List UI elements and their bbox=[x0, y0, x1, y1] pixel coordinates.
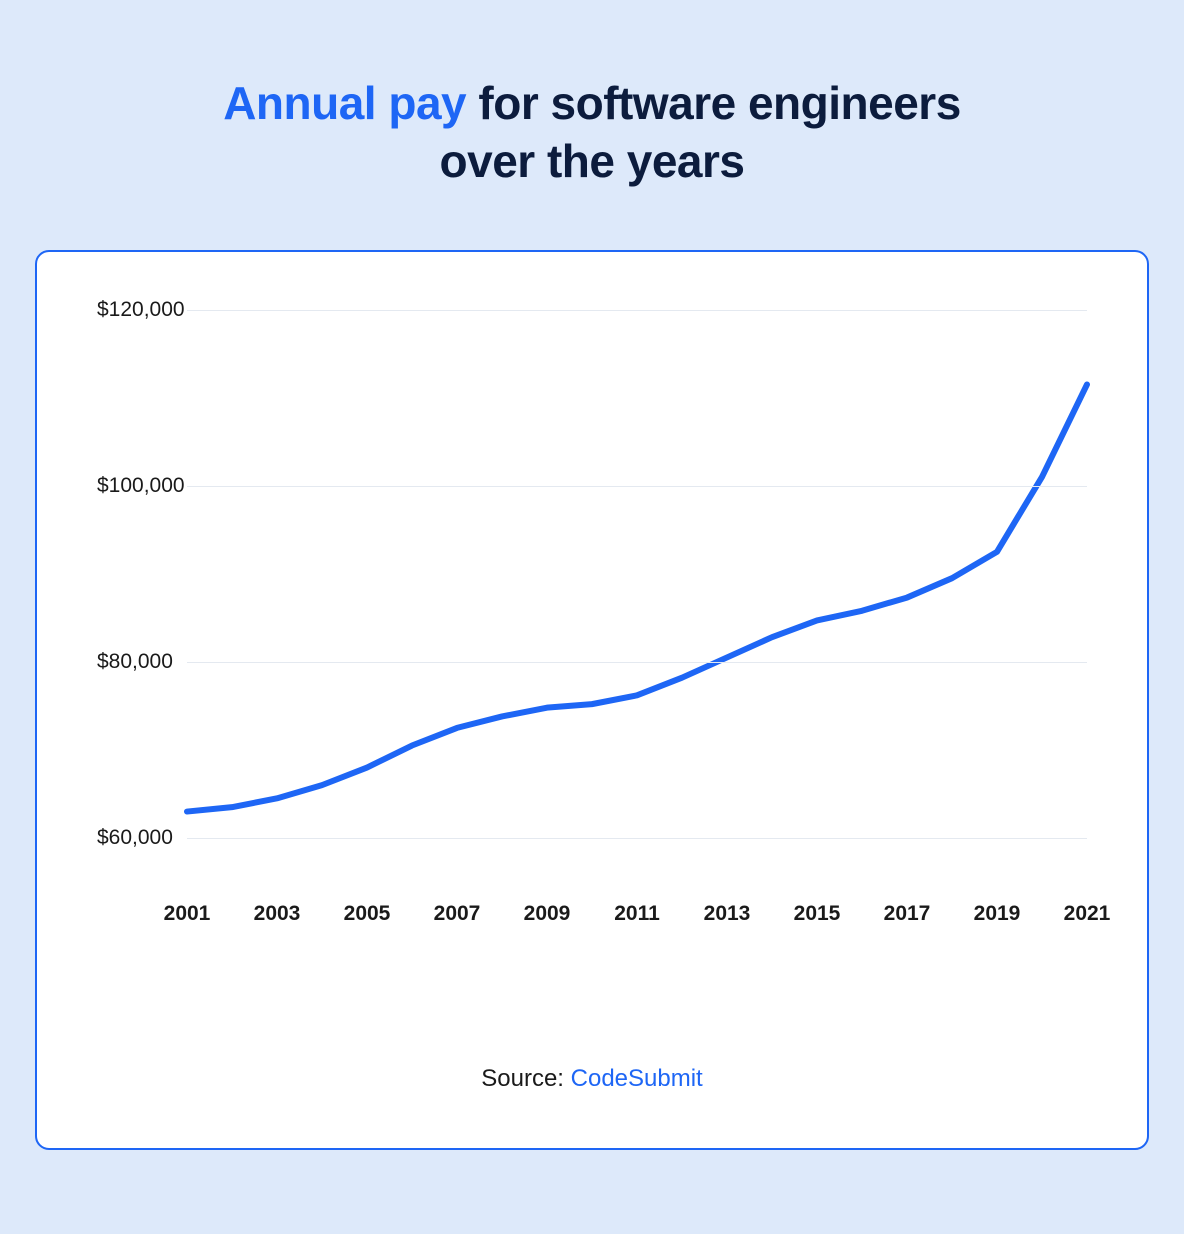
x-axis-label: 2013 bbox=[704, 902, 751, 926]
chart-source: Source: CodeSubmit bbox=[37, 1065, 1147, 1093]
chart-card: 2001 2003 2005 2007 2009 2011 2013 2015 2017 2019… bbox=[35, 250, 1149, 1150]
source-link[interactable]: CodeSubmit bbox=[571, 1065, 703, 1092]
source-prefix: Source: bbox=[481, 1065, 570, 1092]
gridline bbox=[187, 486, 1087, 487]
x-axis-label: 2007 bbox=[434, 902, 481, 926]
x-axis-labels: 2001200320052007200920112013201520172019… bbox=[187, 892, 1087, 932]
chart-area: 2001 2003 2005 2007 2009 2011 2013 2015 2017 2019… bbox=[87, 292, 1097, 932]
chart-plot bbox=[187, 292, 1087, 882]
chart-title-accent: Annual pay bbox=[223, 77, 466, 129]
gridline bbox=[187, 310, 1087, 311]
chart-title-rest1: for software engineers bbox=[466, 77, 961, 129]
x-axis-label: 2019 bbox=[974, 902, 1021, 926]
gridline bbox=[187, 662, 1087, 663]
line-chart-svg bbox=[187, 292, 1087, 882]
x-axis-label: 2021 bbox=[1064, 902, 1111, 926]
x-axis-label: 2015 bbox=[794, 902, 841, 926]
y-axis-label: $60,000 bbox=[87, 826, 177, 850]
chart-title-line2: over the years bbox=[440, 135, 745, 187]
x-axis-label: 2005 bbox=[344, 902, 391, 926]
x-axis-label: 2009 bbox=[524, 902, 571, 926]
y-axis-label: $100,000 bbox=[87, 474, 177, 498]
chart-title-container: Annual pay for software engineers over t… bbox=[35, 75, 1149, 190]
y-axis-label: $120,000 bbox=[87, 298, 177, 322]
salary-line bbox=[187, 384, 1087, 811]
chart-title: Annual pay for software engineers over t… bbox=[35, 75, 1149, 190]
x-axis-label: 2003 bbox=[254, 902, 301, 926]
x-axis-label: 2011 bbox=[614, 902, 660, 926]
x-axis-label: 2017 bbox=[884, 902, 931, 926]
y-axis-label: $80,000 bbox=[87, 650, 177, 674]
x-axis-label: 2001 bbox=[164, 902, 211, 926]
gridline bbox=[187, 838, 1087, 839]
